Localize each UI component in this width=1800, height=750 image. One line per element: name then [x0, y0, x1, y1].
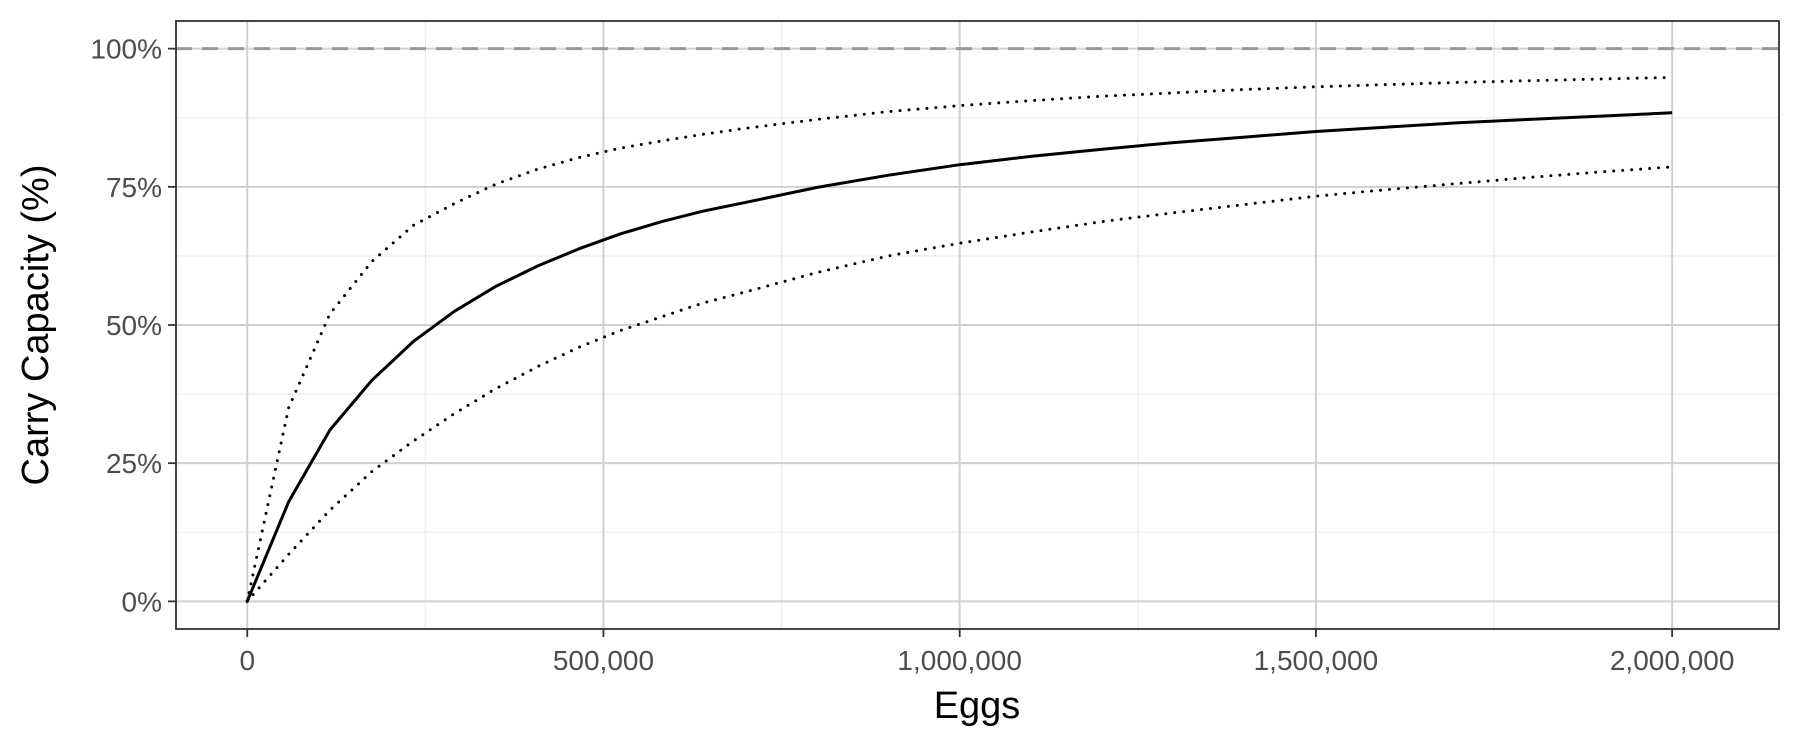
- grid: [176, 21, 1779, 629]
- x-tick-label: 500,000: [553, 645, 654, 676]
- series-layer: [245, 75, 1674, 603]
- x-tick-label: 2,000,000: [1610, 645, 1735, 676]
- y-tick-label: 50%: [106, 310, 162, 341]
- y-tick-label: 100%: [90, 34, 162, 65]
- series-line-upper-bound: [245, 75, 1674, 603]
- y-tick-label: 75%: [106, 172, 162, 203]
- y-tick-label: 0%: [122, 586, 162, 617]
- x-axis-title: Eggs: [934, 685, 1021, 727]
- series-line-fit: [245, 111, 1673, 602]
- x-tick-label: 1,000,000: [897, 645, 1022, 676]
- y-axis-title: Carry Capacity (%): [15, 165, 57, 486]
- x-tick-label: 1,500,000: [1254, 645, 1379, 676]
- y-tick-label: 25%: [106, 448, 162, 479]
- x-tick-label: 0: [239, 645, 255, 676]
- axes: 0 500,000 1,000,000 1,500,000 2,000,000 0% 25%…: [90, 34, 1734, 676]
